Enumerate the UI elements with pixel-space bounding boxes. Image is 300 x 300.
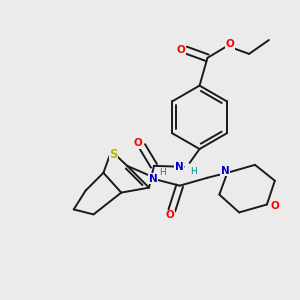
Text: O: O [165,210,174,220]
Text: O: O [226,39,235,49]
Text: S: S [109,148,118,161]
Text: O: O [271,202,279,212]
Text: N: N [221,166,230,176]
Text: H: H [190,167,197,176]
Text: H: H [160,168,166,177]
Text: O: O [134,138,142,148]
Text: O: O [176,45,185,55]
Text: N: N [175,162,184,172]
Text: N: N [148,174,157,184]
